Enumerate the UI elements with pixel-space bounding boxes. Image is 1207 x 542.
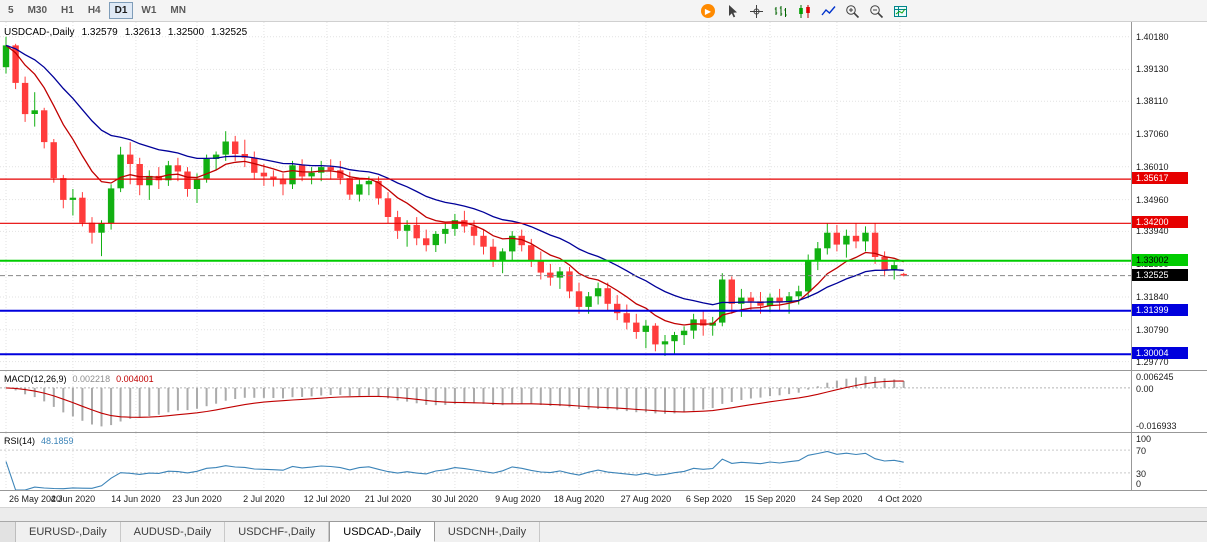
date-tick-label: 4 Oct 2020 (877, 494, 922, 504)
rsi-axis-label: 30 (1136, 468, 1147, 479)
macd-axis-label: 0.00 (1136, 383, 1154, 394)
date-tick-label: 14 Jun 2020 (111, 494, 161, 504)
chart-symbol-label: USDCAD-,Daily (4, 27, 75, 38)
candlestick-chart-icon[interactable] (796, 3, 812, 19)
horizontal-scroll-strip[interactable] (0, 507, 1207, 521)
timeframe-h4[interactable]: H4 (82, 2, 107, 19)
timeframe-d1[interactable]: D1 (108, 2, 134, 19)
rsi-axis: 100 70 30 0 (1131, 433, 1207, 490)
crosshair-icon[interactable] (748, 3, 764, 19)
rsi-axis-label: 0 (1136, 479, 1142, 489)
zoom-in-icon[interactable] (844, 3, 860, 19)
macd-panel: MACD(12,26,9) 0.002218 0.004001 0.006245… (0, 370, 1207, 432)
macd-label-row: MACD(12,26,9) 0.002218 0.004001 (4, 374, 154, 384)
chart-open-value: 1.32579 (81, 27, 118, 38)
date-tick-label: 27 Aug 2020 (620, 494, 672, 504)
rsi-label-row: RSI(14) 48.1859 (4, 436, 74, 446)
macd-axis-label: 0.006245 (1136, 372, 1174, 382)
rsi-panel: RSI(14) 48.1859 100 70 30 0 (0, 432, 1207, 490)
hline-price-badge: 1.30004 (1132, 347, 1188, 360)
date-tick-label: 4 Jun 2020 (50, 494, 96, 504)
macd-axis: 0.006245 0.00 -0.016933 (1131, 371, 1207, 432)
date-axis: 26 May 2020 4 Jun 2020 14 Jun 2020 23 Jun 2… (0, 490, 1207, 507)
line-chart-icon[interactable] (820, 3, 836, 19)
rsi-name-label: RSI(14) (4, 436, 36, 446)
bar-chart-icon[interactable] (772, 3, 788, 19)
price-tick-label: 1.38110 (1136, 96, 1168, 107)
macd-main-value: 0.002218 (72, 374, 111, 384)
rsi-axis-label: 100 (1136, 434, 1152, 444)
date-tick-label: 21 Jul 2020 (364, 494, 412, 504)
indicators-icon[interactable] (892, 3, 908, 19)
toolbar-icons: ▶ (700, 3, 908, 19)
date-tick-label: 18 Aug 2020 (553, 494, 605, 504)
date-tick-label: 15 Sep 2020 (744, 494, 796, 504)
main-chart-canvas[interactable] (0, 22, 1131, 370)
cursor-icon[interactable] (724, 3, 740, 19)
current-price-badge: 1.32525 (1132, 268, 1188, 281)
main-chart-panel: USDCAD-,Daily 1.32579 1.32613 1.32500 1.… (0, 22, 1207, 370)
autotrading-glyph: ▶ (701, 4, 715, 18)
chart-tab-usdcad[interactable]: USDCAD-,Daily (329, 521, 435, 542)
macd-signal-value: 0.004001 (116, 374, 154, 384)
date-tick-label: 24 Sep 2020 (811, 494, 863, 504)
chart-tab-audusd[interactable]: AUDUSD-,Daily (121, 522, 226, 542)
rsi-canvas[interactable] (0, 433, 1131, 490)
timeframe-mn[interactable]: MN (164, 2, 192, 19)
tab-scroll-button[interactable] (0, 522, 16, 542)
chart-low-value: 1.32500 (167, 27, 205, 38)
rsi-value: 48.1859 (41, 436, 74, 446)
date-tick-label: 12 Jul 2020 (303, 494, 351, 504)
autotrading-icon[interactable]: ▶ (700, 3, 716, 19)
toolbar: 5 M30 H1 H4 D1 W1 MN ▶ (0, 0, 1207, 22)
timeframe-h1[interactable]: H1 (55, 2, 80, 19)
price-tick-label: 1.40180 (1136, 31, 1169, 42)
hline-price-badge: 1.34200 (1132, 216, 1188, 229)
chart-tab-bar: EURUSD-,Daily AUDUSD-,Daily USDCHF-,Dail… (0, 521, 1207, 542)
price-tick-label: 1.29770 (1136, 356, 1169, 367)
macd-name-label: MACD(12,26,9) (4, 374, 67, 384)
price-tick-label: 1.31840 (1136, 291, 1169, 302)
date-tick-label: 9 Aug 2020 (495, 494, 541, 504)
chart-tab-eurusd[interactable]: EURUSD-,Daily (16, 522, 121, 542)
macd-canvas[interactable] (0, 371, 1131, 432)
price-tick-label: 1.39130 (1136, 64, 1169, 75)
price-tick-label: 1.37060 (1136, 129, 1169, 140)
chart-tab-usdcnh[interactable]: USDCNH-,Daily (435, 522, 541, 542)
date-tick-label: 6 Sep 2020 (685, 494, 732, 504)
hline-price-badge: 1.31399 (1132, 303, 1188, 316)
chart-tab-usdchf[interactable]: USDCHF-,Daily (225, 522, 330, 542)
date-tick-label: 26 May 2020 (8, 494, 62, 504)
price-axis: 1.40180 1.39130 1.38110 1.37060 1.36010 1.349… (1131, 22, 1207, 370)
chart-close-value: 1.32525 (211, 27, 248, 38)
price-tick-label: 1.34960 (1136, 194, 1169, 205)
date-tick-label: 23 Jun 2020 (172, 494, 222, 504)
timeframe-w1[interactable]: W1 (135, 2, 162, 19)
chart-high-value: 1.32613 (124, 27, 161, 38)
macd-axis-label: -0.016933 (1136, 421, 1177, 431)
date-tick-label: 30 Jul 2020 (431, 494, 479, 504)
price-tick-label: 1.30790 (1136, 324, 1169, 335)
chart-ohlc-header: USDCAD-,Daily 1.32579 1.32613 1.32500 1.… (4, 27, 247, 38)
price-tick-label: 1.36010 (1136, 161, 1169, 172)
timeframe-m30[interactable]: M30 (22, 2, 53, 19)
rsi-axis-label: 70 (1136, 446, 1147, 457)
hline-price-badge: 1.33002 (1132, 253, 1188, 266)
zoom-out-icon[interactable] (868, 3, 884, 19)
date-tick-label: 2 Jul 2020 (243, 494, 285, 504)
timeframe-5[interactable]: 5 (2, 2, 20, 19)
hline-price-badge: 1.35617 (1132, 172, 1188, 185)
price-tick-label: 1.33940 (1136, 226, 1169, 237)
